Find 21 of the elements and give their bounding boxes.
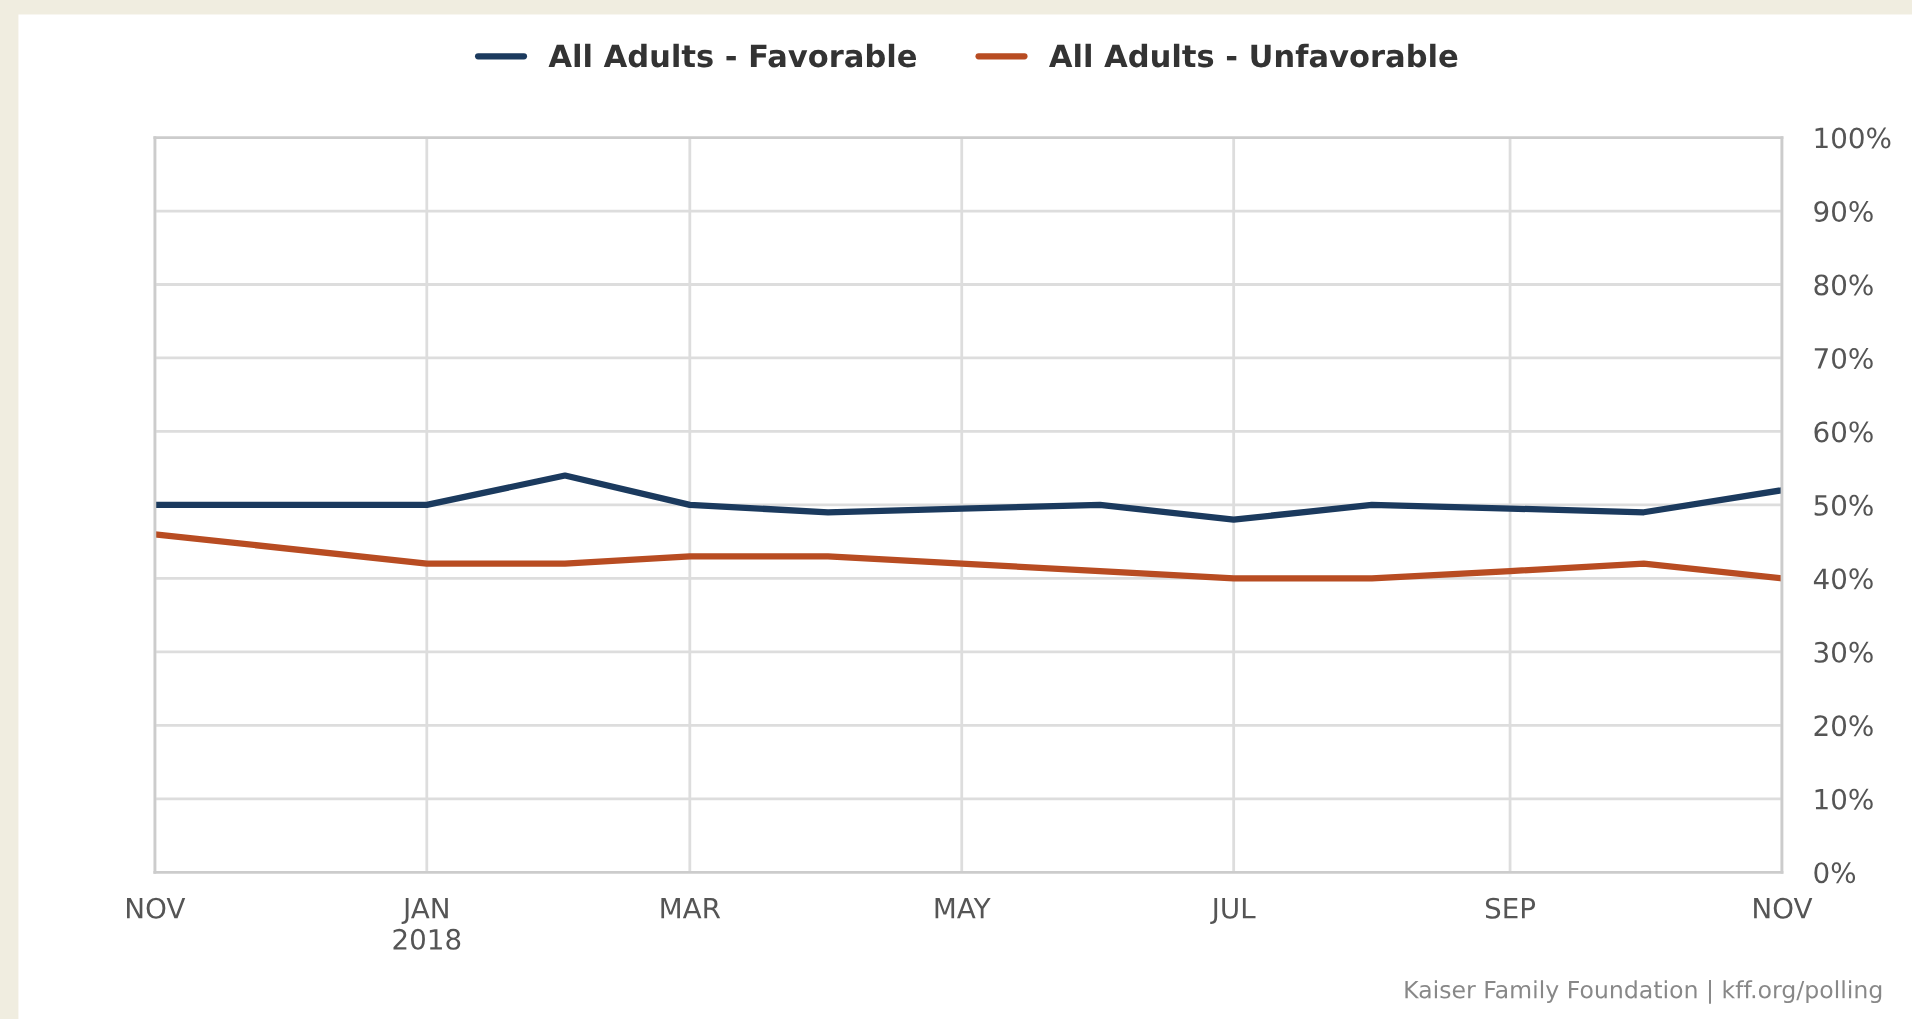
y-tick-label: 40% (1813, 568, 1873, 590)
y-tick-label: 20% (1814, 715, 1873, 737)
y-tick-label: 10% (1815, 788, 1873, 810)
x-tick-label: MAR (661, 898, 721, 919)
y-tick-label: 90% (1814, 200, 1873, 222)
text: Kaiser Family Foundation | kff.org/polling (1405, 980, 1882, 1004)
y-tick-label: 80% (1814, 274, 1873, 296)
x-tick-label: JUL (1210, 898, 1256, 924)
legend-label: All Adults - Favorable (548, 43, 917, 68)
legend-label: All Adults - Unfavorable (1049, 43, 1458, 68)
y-tick-label: 100% (1815, 127, 1891, 149)
x-tick-label: NOV (127, 897, 186, 919)
y-tick-label: 50% (1814, 494, 1873, 516)
x-tick-label: NOV (1754, 897, 1813, 919)
x-tick-label: JAN 2018 (393, 898, 461, 950)
y-tick-label: 60% (1814, 421, 1873, 443)
x-tick-label: MAY (935, 898, 991, 919)
x-tick-label: SEP (1485, 897, 1536, 919)
y-tick-label: 30% (1814, 641, 1873, 663)
y-tick-label: 70% (1814, 347, 1873, 369)
y-tick-label: 0% (1814, 862, 1856, 884)
